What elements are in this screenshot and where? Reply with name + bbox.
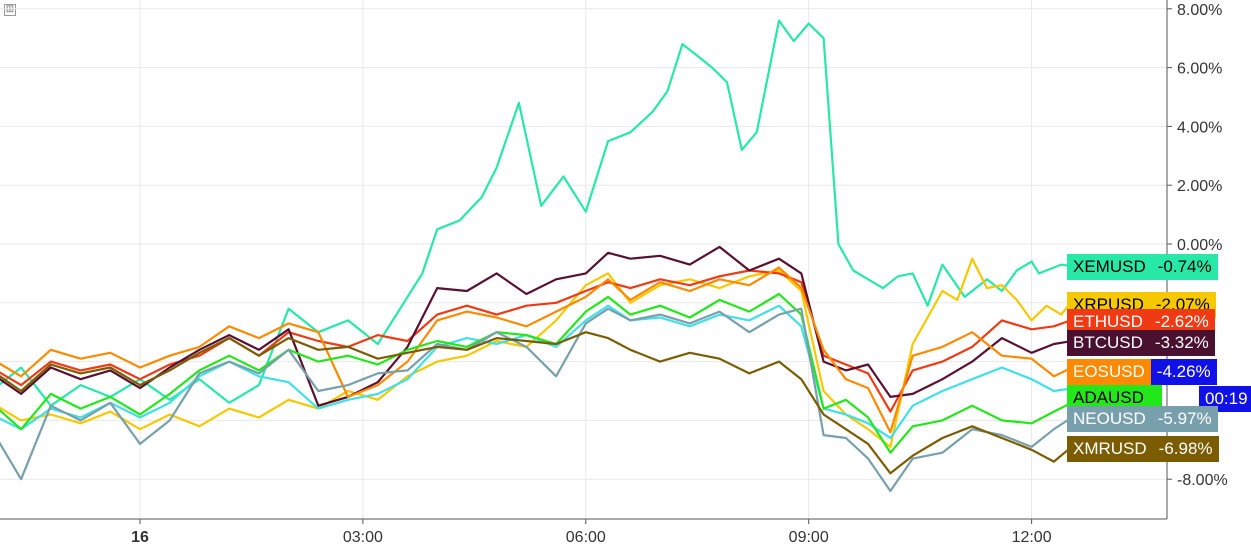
y-tick-label: 8.00%	[1177, 2, 1222, 19]
x-tick-label: 12:00	[1012, 529, 1052, 546]
last-value-tag: BTCUSD -3.32%	[1067, 330, 1215, 356]
x-tick-label: 03:00	[343, 529, 383, 546]
series-line-btcusd	[0, 245, 1069, 407]
y-tick-label: -8.00%	[1177, 472, 1228, 489]
x-tick-label: 16	[131, 529, 149, 546]
tag-symbol: NEOUSD	[1067, 406, 1152, 432]
y-axis: 8.00% 6.00% 4.00% 2.00% 0.00% -8.00%	[1167, 2, 1228, 489]
expand-icon[interactable]: ⊞	[4, 4, 16, 16]
x-tick-label: 09:00	[789, 529, 829, 546]
x-tick-label: 06:00	[566, 529, 606, 546]
tag-symbol: XMRUSD	[1067, 436, 1153, 462]
last-value-tag: XMRUSD -6.98%	[1067, 436, 1219, 462]
tag-value: -3.32%	[1148, 330, 1215, 356]
grid	[0, 0, 1168, 520]
series-line-xemusd	[0, 19, 1069, 407]
tag-value: -0.74%	[1151, 254, 1218, 280]
series-line-xmrusd	[0, 331, 1070, 475]
tag-symbol: XEMUSD	[1067, 254, 1152, 280]
last-value-tag: XEMUSD -0.74%	[1067, 254, 1218, 280]
tag-symbol: BTCUSD	[1067, 330, 1149, 356]
tag-symbol: EOSUSD	[1067, 359, 1151, 385]
tag-value: -6.98%	[1152, 436, 1219, 462]
y-tick-label: 6.00%	[1177, 61, 1222, 78]
series-line-neousd	[0, 307, 1070, 493]
series-line-adausd	[0, 292, 1070, 454]
last-value-tag: EOSUSD -4.26%	[1067, 359, 1217, 385]
y-tick-label: 0.00%	[1177, 237, 1222, 254]
tag-value: -5.97%	[1151, 406, 1218, 432]
series-line-ethusd	[0, 269, 1070, 413]
last-value-tag: NEOUSD -5.97%	[1067, 406, 1218, 432]
tag-value	[1149, 385, 1162, 411]
y-tick-label: 4.00%	[1177, 119, 1222, 136]
tag-value: 00:19	[1199, 386, 1251, 412]
series-line-eosusd	[0, 266, 1070, 434]
y-tick-label: 2.00%	[1177, 178, 1222, 195]
x-axis: 16 03:00 06:00 09:00 12:00	[131, 519, 1052, 546]
last-value-tag: 00:19	[1067, 386, 1251, 412]
tag-value: -4.26%	[1150, 359, 1217, 385]
series-lines	[0, 19, 1070, 493]
